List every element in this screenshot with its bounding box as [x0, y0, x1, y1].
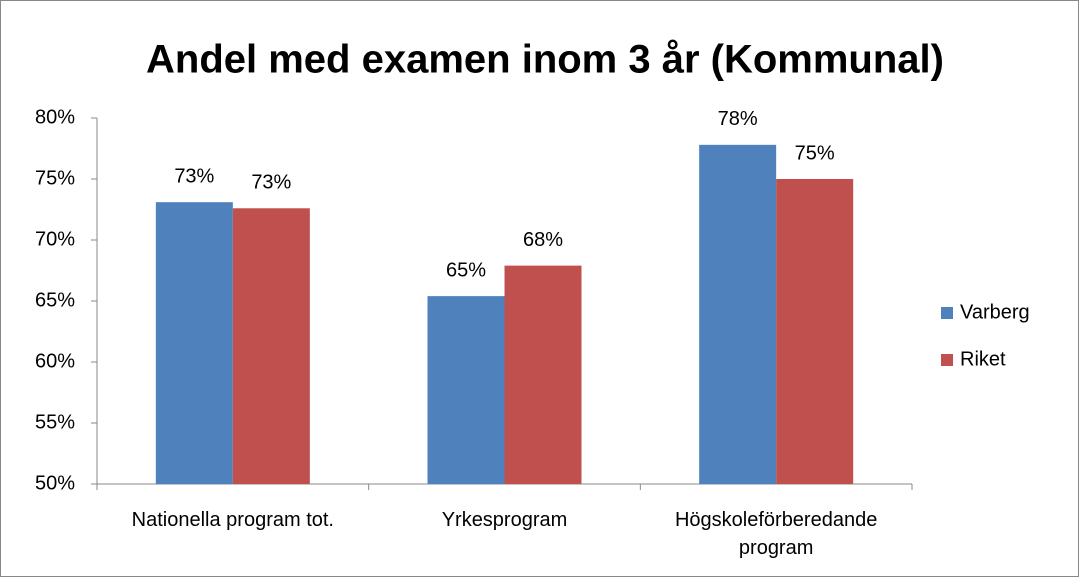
y-tick-label: 65% [35, 289, 75, 311]
bar [232, 208, 310, 484]
bar [699, 144, 777, 484]
x-tick-label: Högskoleförberedande program [674, 509, 878, 559]
bar [504, 265, 582, 484]
x-tick-label: Yrkesprogram [441, 509, 568, 531]
bar [776, 179, 854, 484]
value-label: 75% [795, 142, 835, 164]
value-label: 65% [446, 259, 486, 281]
legend-swatch [941, 354, 953, 366]
value-label: 73% [174, 165, 214, 187]
chart-title: Andel med examen inom 3 år (Kommunal) [146, 38, 944, 82]
value-label: 68% [523, 229, 563, 251]
legend-label: Riket [960, 348, 1006, 370]
y-tick-label: 80% [35, 106, 75, 128]
value-label: 73% [251, 172, 291, 194]
y-tick-label: 70% [35, 228, 75, 250]
y-tick-label: 60% [35, 350, 75, 372]
y-tick-label: 55% [35, 411, 75, 433]
y-tick-label: 50% [35, 472, 75, 494]
bar [427, 296, 505, 484]
y-tick-label: 75% [35, 167, 75, 189]
value-label: 78% [718, 108, 758, 130]
bar [155, 202, 233, 484]
legend-label: Varberg [960, 301, 1030, 323]
legend-swatch [941, 307, 953, 319]
x-tick-label: Nationella program tot. [131, 509, 334, 531]
